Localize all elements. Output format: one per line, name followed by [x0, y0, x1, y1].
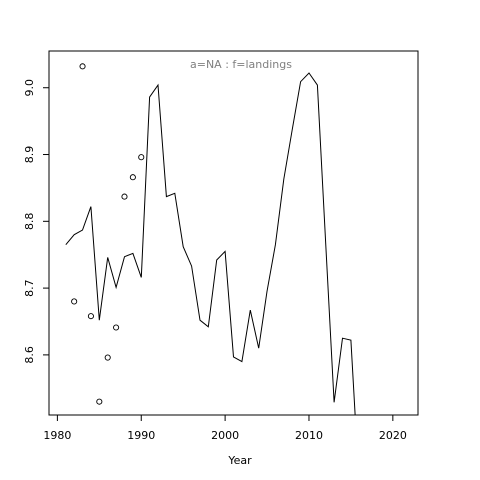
x-tick-label: 1980 [43, 429, 71, 442]
data-point [71, 298, 78, 305]
chart-annotation: a=NA : f=landings [190, 58, 292, 71]
plot-frame [48, 50, 419, 416]
data-point [79, 63, 86, 70]
y-tick-label: 8.6 [23, 346, 36, 364]
series-layer [65, 63, 356, 415]
x-tick-label: 2020 [379, 429, 407, 442]
x-tick-label: 1990 [127, 429, 155, 442]
data-point [138, 154, 145, 161]
y-tick-label: 8.7 [23, 279, 36, 297]
x-axis: 1980 1990 2000 2010 2020 [43, 415, 407, 442]
y-tick-label: 8.9 [23, 146, 36, 164]
x-axis-label: Year [227, 454, 252, 467]
y-tick-label: 8.8 [23, 213, 36, 231]
data-point [87, 313, 94, 320]
data-point [129, 174, 136, 181]
data-point [121, 193, 128, 200]
data-point [104, 354, 111, 361]
x-tick-label: 2010 [295, 429, 323, 442]
data-point [96, 398, 103, 405]
series-line [65, 72, 356, 415]
y-axis: 8.6 8.7 8.8 8.9 9.0 [23, 79, 49, 364]
data-point [113, 324, 120, 331]
x-tick-label: 2000 [211, 429, 239, 442]
y-tick-label: 9.0 [23, 79, 36, 97]
